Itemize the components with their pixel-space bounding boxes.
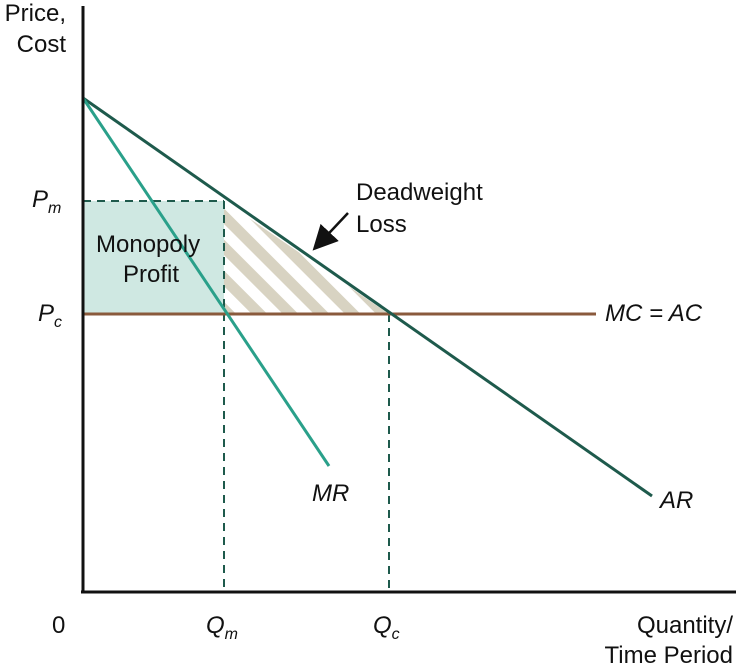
pc-label: Pc [38, 300, 62, 331]
mr-line [81, 97, 331, 467]
dwl-label-line2: Loss [356, 211, 407, 238]
origin-label: 0 [52, 612, 65, 639]
mr-curve-label: MR [312, 480, 349, 507]
ar-line [82, 96, 653, 498]
qm-label: Qm [206, 612, 238, 643]
profit-label-line1: Monopoly [96, 231, 200, 258]
pm-label: Pm [32, 186, 61, 217]
deadweight-loss-area [224, 201, 389, 314]
monopoly-profit-area [83, 201, 224, 314]
profit-label-line2: Profit [123, 261, 179, 288]
qc-label: Qc [373, 612, 400, 643]
y-axis-title-line1: Price, [5, 0, 66, 27]
dwl-label-line1: Deadweight [356, 179, 483, 206]
x-axis-title-line1: Quantity/ [637, 612, 733, 639]
deadweight-loss-arrow [312, 212, 349, 251]
x-axis-title-line2: Time Period [605, 642, 733, 667]
mc-ac-curve-label: MC = AC [605, 300, 703, 327]
y-axis-title-line2: Cost [17, 31, 67, 58]
ar-curve-label: AR [658, 487, 693, 514]
